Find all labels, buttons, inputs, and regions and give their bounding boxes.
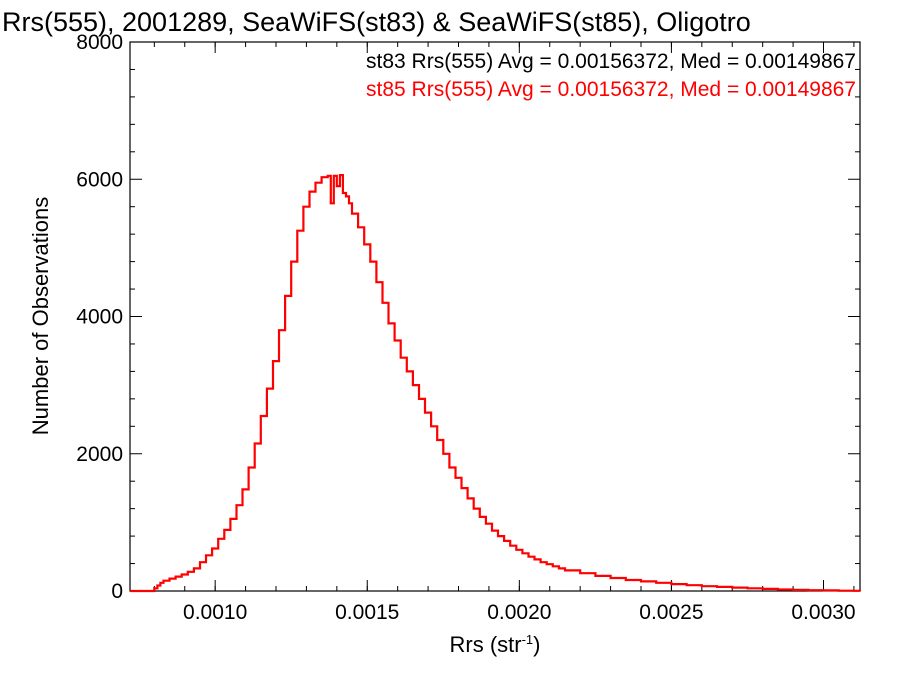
x-tick-label: 0.0020 [487, 601, 551, 624]
x-tick-label: 0.0015 [335, 601, 399, 624]
y-axis-label: Number of Observations [28, 197, 53, 435]
series-st85-line [130, 174, 862, 593]
y-tick-label: 2000 [76, 443, 123, 466]
legend-entry-st85: st85 Rrs(555) Avg = 0.00156372, Med = 0.… [366, 78, 856, 101]
x-tick-label: 0.0010 [183, 601, 247, 624]
plot-frame [129, 41, 861, 592]
chart-title: Rrs(555), 2001289, SeaWiFS(st83) & SeaWi… [2, 7, 751, 37]
y-tick-label: 0 [111, 580, 123, 603]
axis-ticks [130, 41, 860, 592]
y-tick-labels: 0 2000 4000 6000 8000 [76, 31, 123, 603]
y-tick-label: 8000 [76, 31, 123, 54]
x-tick-labels: 0.0010 0.0015 0.0020 0.0025 0.0030 [183, 601, 856, 624]
x-tick-label: 0.0025 [639, 601, 703, 624]
x-axis-label: Rrs (str-1) [450, 632, 541, 657]
x-tick-label: 0.0030 [791, 601, 855, 624]
y-tick-label: 4000 [76, 306, 123, 329]
y-tick-label: 6000 [76, 168, 123, 191]
legend-entry-st83: st83 Rrs(555) Avg = 0.00156372, Med = 0.… [366, 50, 856, 73]
